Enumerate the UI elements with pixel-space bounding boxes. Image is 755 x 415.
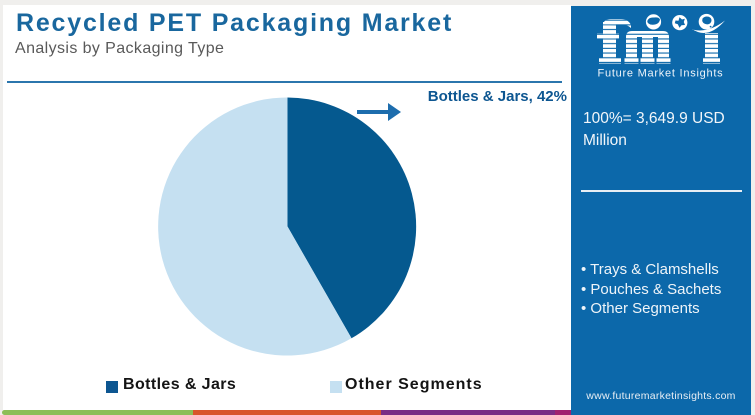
- svg-text:Future Market Insights: Future Market Insights: [598, 68, 724, 80]
